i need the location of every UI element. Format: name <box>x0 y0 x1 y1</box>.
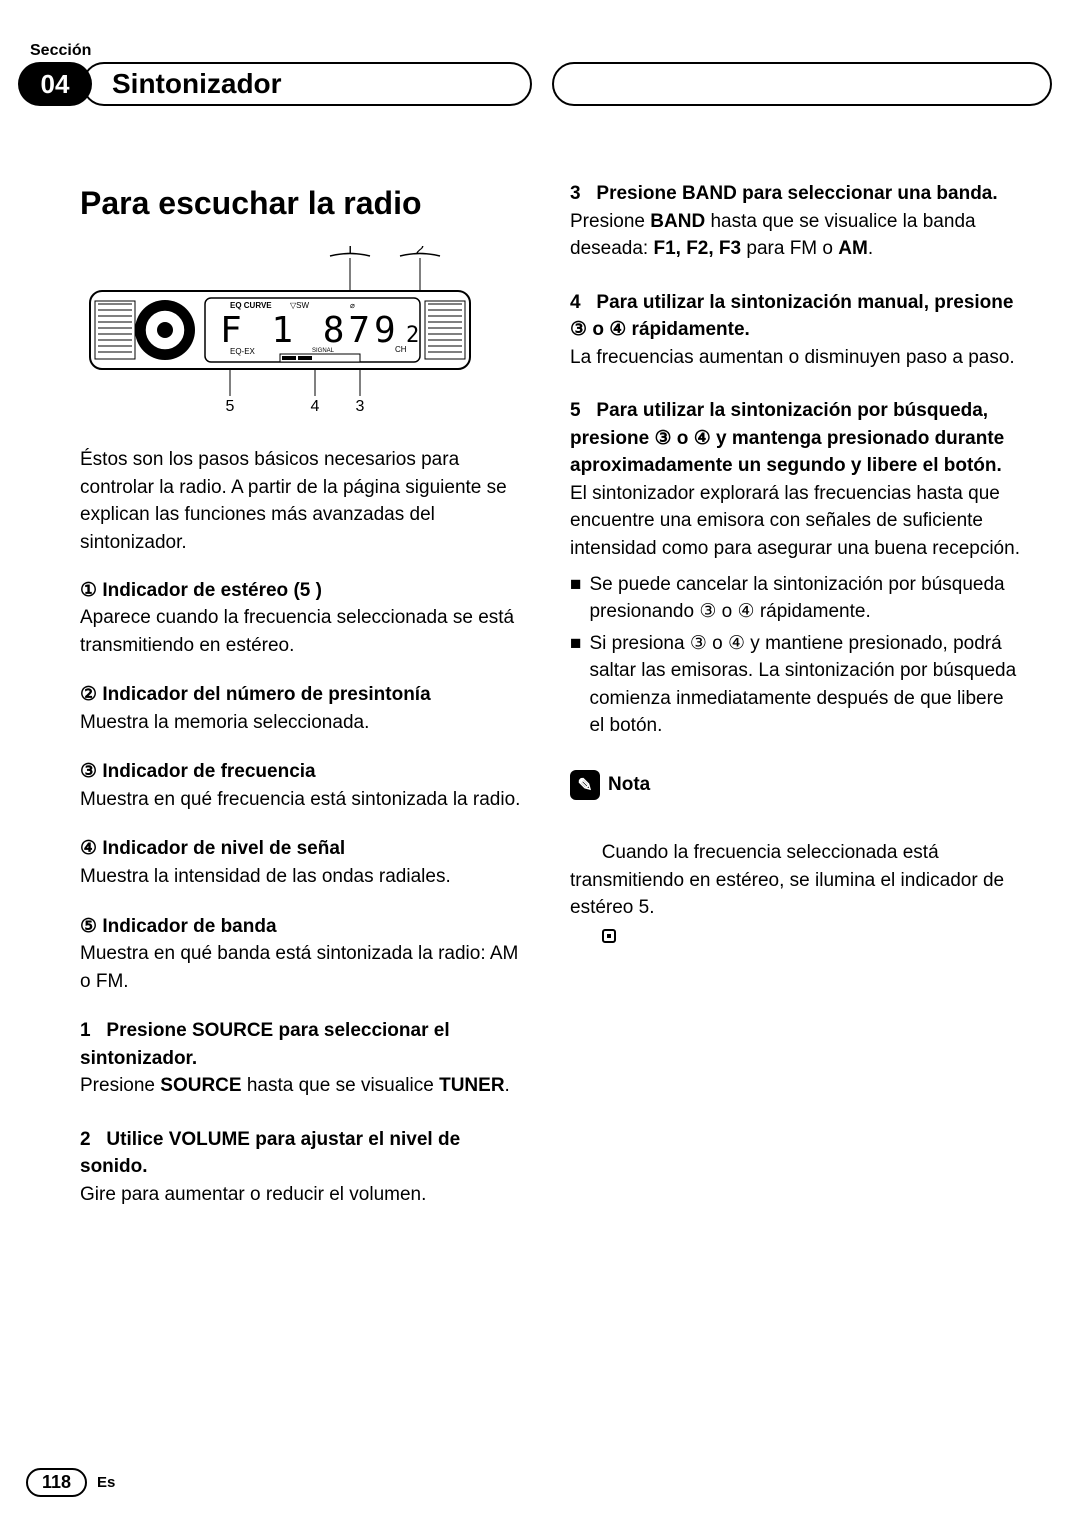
svg-text:4: 4 <box>311 398 320 415</box>
section-label: Sección <box>30 42 91 60</box>
indicator-item: ⑤ Indicador de bandaMuestra en qué banda… <box>80 913 530 996</box>
svg-text:5: 5 <box>226 398 235 415</box>
nota-label: Nota <box>608 771 650 799</box>
indicator-item: ③ Indicador de frecuenciaMuestra en qué … <box>80 758 530 813</box>
svg-text:2: 2 <box>406 323 419 348</box>
step-item: 2 Utilice VOLUME para ajustar el nivel d… <box>80 1126 530 1209</box>
svg-text:SIGNAL: SIGNAL <box>312 348 335 354</box>
header-row: 04 Sintonizador <box>0 62 1080 106</box>
svg-text:1: 1 <box>346 246 355 258</box>
radio-figure: 1 2 <box>80 246 530 416</box>
blank-pill <box>552 62 1052 106</box>
ch-label: CH <box>395 345 407 354</box>
page-footer: 118 Es <box>26 1468 115 1497</box>
svg-text:3: 3 <box>356 398 365 415</box>
eq-curve-label: EQ CURVE <box>230 301 272 310</box>
indicator-item: ① Indicador de estéreo (5 )Aparece cuand… <box>80 577 530 660</box>
indicator-item: ④ Indicador de nivel de señalMuestra la … <box>80 835 530 890</box>
svg-text:2: 2 <box>416 246 425 258</box>
section-title-pill: Sintonizador <box>82 62 532 106</box>
nota-row: ✎ Nota <box>570 770 1020 800</box>
right-steps: 3 Presione BAND para seleccionar una ban… <box>570 180 1020 740</box>
left-heading: Para escuchar la radio <box>80 180 530 226</box>
step-item: 4 Para utilizar la sintonización manual,… <box>570 289 1020 372</box>
svg-text:⌀: ⌀ <box>350 301 355 310</box>
sw-label: ▽SW <box>290 301 309 310</box>
page-lang: Es <box>97 1474 115 1491</box>
pencil-icon: ✎ <box>570 770 600 800</box>
indicator-item: ② Indicador del número de presintoníaMue… <box>80 681 530 736</box>
step-item: 1 Presione SOURCE para seleccionar el si… <box>80 1017 530 1100</box>
right-column: 3 Presione BAND para seleccionar una ban… <box>570 180 1020 1234</box>
indicator-list: ① Indicador de estéreo (5 )Aparece cuand… <box>80 577 530 996</box>
stop-icon <box>602 929 616 943</box>
step-item: 3 Presione BAND para seleccionar una ban… <box>570 180 1020 263</box>
step-item: 5 Para utilizar la sintonización por bús… <box>570 397 1020 740</box>
left-column: Para escuchar la radio 1 2 <box>80 180 530 1234</box>
radio-svg: 1 2 <box>80 246 480 416</box>
intro-text: Éstos son los pasos básicos necesarios p… <box>80 446 530 556</box>
left-steps: 1 Presione SOURCE para seleccionar el si… <box>80 1017 530 1208</box>
page-number: 118 <box>26 1468 87 1497</box>
display-digits: F 1 879 <box>220 310 400 351</box>
nota-body: Cuando la frecuencia seleccionada está t… <box>570 812 1020 977</box>
section-number-pill: 04 <box>18 62 92 106</box>
